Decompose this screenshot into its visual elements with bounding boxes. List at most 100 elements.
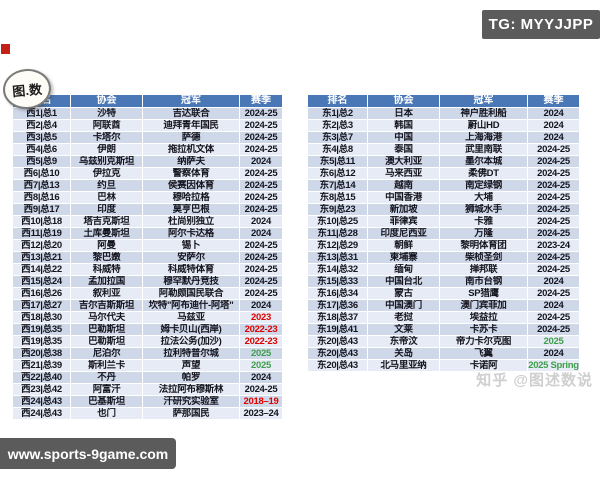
cell-season: 2024-25 [528, 312, 579, 323]
cell-association: 蒙古 [368, 288, 439, 299]
telegram-badge-label: TG: MYYJJPP [488, 16, 594, 33]
header-association: 协会 [368, 95, 439, 107]
cell-association: 马来西亚 [368, 168, 439, 179]
east-asia-table-body: 东1|总2 日本 神户胜利船 2024 东2|总3 韩国 蔚山HD 2024 东3|总7 中国 上海… [308, 108, 579, 371]
cell-association: 印度尼西亚 [368, 228, 439, 239]
cell-champion: 墨尔本城 [440, 156, 527, 167]
cell-rank: 东18|总37 [308, 312, 367, 323]
table-row: 东5|总11 澳大利亚 墨尔本城 2024-25 [308, 156, 579, 167]
cell-champion: 卡雅 [440, 216, 527, 227]
cell-rank: 西3|总5 [13, 132, 70, 143]
cell-association: 斯利兰卡 [71, 360, 142, 371]
cell-season: 2024-25 [528, 192, 579, 203]
cell-season: 2024 [240, 372, 282, 383]
cell-rank: 西1|总1 [13, 108, 70, 119]
table-row: 西20|总38 尼泊尔 拉利特普尔城 2025 [13, 348, 283, 359]
cell-season: 2024-25 [240, 132, 282, 143]
cell-champion: 南市台钢 [440, 276, 527, 287]
cell-champion: 柴桢圣剑 [440, 252, 527, 263]
cell-rank: 西21|总39 [13, 360, 70, 371]
cell-association: 尼泊尔 [71, 348, 142, 359]
cell-champion: 澳门宾菲加 [440, 300, 527, 311]
cell-rank: 西7|总13 [13, 180, 70, 191]
cell-rank: 东13|总31 [308, 252, 367, 263]
cell-season: 2024-25 [240, 276, 282, 287]
table-row: 西3|总5 卡塔尔 萨德 2024-25 [13, 132, 283, 143]
cell-season: 2025 Spring [528, 360, 579, 371]
cell-champion: 万隆 [440, 228, 527, 239]
watermark: 知乎 @图述数说 [476, 372, 593, 389]
table-row: 东10|总25 菲律宾 卡雅 2024-25 [308, 216, 579, 227]
cell-champion: 迪拜青年国民 [143, 120, 239, 131]
cell-rank: 东14|总32 [308, 264, 367, 275]
cell-season: 2024 [240, 300, 282, 311]
table-row: 西15|总24 孟加拉国 穆罕默丹竞技 2024-25 [13, 276, 283, 287]
cell-champion: 卡诺阿 [440, 360, 527, 371]
cell-champion: 拉法公务(加沙) [143, 336, 239, 347]
table-row: 东14|总32 缅甸 掸邦联 2024-25 [308, 264, 579, 275]
cell-champion: 汗研究实验室 [143, 396, 239, 407]
cell-champion: 阿勒颇国民联合 [143, 288, 239, 299]
cell-association: 伊拉克 [71, 168, 142, 179]
cell-champion: 帝力卡尔克图 [440, 336, 527, 347]
cell-season: 2024 [240, 156, 282, 167]
cell-champion: SP猎鹰 [440, 288, 527, 299]
cell-association: 老挝 [368, 312, 439, 323]
cell-rank: 东1|总2 [308, 108, 367, 119]
table-row: 东19|总41 文莱 卡苏卡 2024-25 [308, 324, 579, 335]
cell-association: 澳大利亚 [368, 156, 439, 167]
cell-champion: 警察体育 [143, 168, 239, 179]
cell-champion: 拖拉机文体 [143, 144, 239, 155]
cell-season: 2024 [528, 132, 579, 143]
cell-season: 2024-25 [240, 144, 282, 155]
east-asia-table: 排名 协会 冠军 赛季 东1|总2 日本 神户胜利船 2024 东2|总3 韩国 蔚山HD 2… [308, 95, 579, 372]
cell-association: 东帝汶 [368, 336, 439, 347]
table-row: 东18|总37 老挝 埃益拉 2024-25 [308, 312, 579, 323]
cell-rank: 东9|总23 [308, 204, 367, 215]
table-row: 西19|总35 巴勒斯坦 拉法公务(加沙) 2022-23 [13, 336, 283, 347]
cell-association: 沙特 [71, 108, 142, 119]
telegram-badge: TG: MYYJJPP [482, 10, 600, 39]
cell-season: 2024 [528, 348, 579, 359]
cell-season: 2024 [528, 300, 579, 311]
cell-rank: 东15|总33 [308, 276, 367, 287]
cell-champion: 法拉阿布穆斯林 [143, 384, 239, 395]
cell-rank: 西4|总6 [13, 144, 70, 155]
cell-season: 2024-25 [528, 216, 579, 227]
cell-champion: 侯赛因体育 [143, 180, 239, 191]
table-row: 东20|总43 北马里亚纳 卡诺阿 2025 Spring [308, 360, 579, 371]
cell-season: 2023 [240, 312, 282, 323]
cell-association: 不丹 [71, 372, 142, 383]
cell-season: 2022-23 [240, 336, 282, 347]
cell-rank: 西12|总20 [13, 240, 70, 251]
cell-rank: 东3|总7 [308, 132, 367, 143]
cell-rank: 西8|总16 [13, 192, 70, 203]
cell-season: 2024-25 [528, 228, 579, 239]
cell-champion: 萨德 [143, 132, 239, 143]
table-row: 东7|总14 越南 南定绿钢 2024-25 [308, 180, 579, 191]
table-row: 西21|总39 斯利兰卡 声望 2025 [13, 360, 283, 371]
table-header-row: 排名 协会 冠军 赛季 [308, 95, 579, 107]
cell-association: 约旦 [71, 180, 142, 191]
cell-association: 巴勒斯坦 [71, 324, 142, 335]
table-row: 东9|总23 新加坡 狮城水手 2024-25 [308, 204, 579, 215]
table-row: 西11|总19 土库曼斯坦 阿尔卡达格 2024 [13, 228, 283, 239]
cell-rank: 西18|总30 [13, 312, 70, 323]
header-season: 赛季 [528, 95, 579, 107]
table-row: 东13|总31 柬埔寨 柴桢圣剑 2024-25 [308, 252, 579, 263]
cell-rank: 东20|总43 [308, 336, 367, 347]
cell-rank: 西13|总21 [13, 252, 70, 263]
cell-rank: 东10|总25 [308, 216, 367, 227]
cell-association: 菲律宾 [368, 216, 439, 227]
cell-rank: 东20|总43 [308, 348, 367, 359]
cell-season: 2024 [240, 228, 282, 239]
cell-season: 2024-25 [528, 144, 579, 155]
cell-champion: 卡苏卡 [440, 324, 527, 335]
cell-season: 2022-23 [240, 324, 282, 335]
table-row: 西8|总16 巴林 穆哈拉格 2024-25 [13, 192, 283, 203]
cell-champion: 黎明体育团 [440, 240, 527, 251]
cell-champion: 吉达联合 [143, 108, 239, 119]
cell-season: 2023-24 [528, 240, 579, 251]
table-row: 西10|总18 塔吉克斯坦 杜尚别独立 2024 [13, 216, 283, 227]
cell-champion: 狮城水手 [440, 204, 527, 215]
